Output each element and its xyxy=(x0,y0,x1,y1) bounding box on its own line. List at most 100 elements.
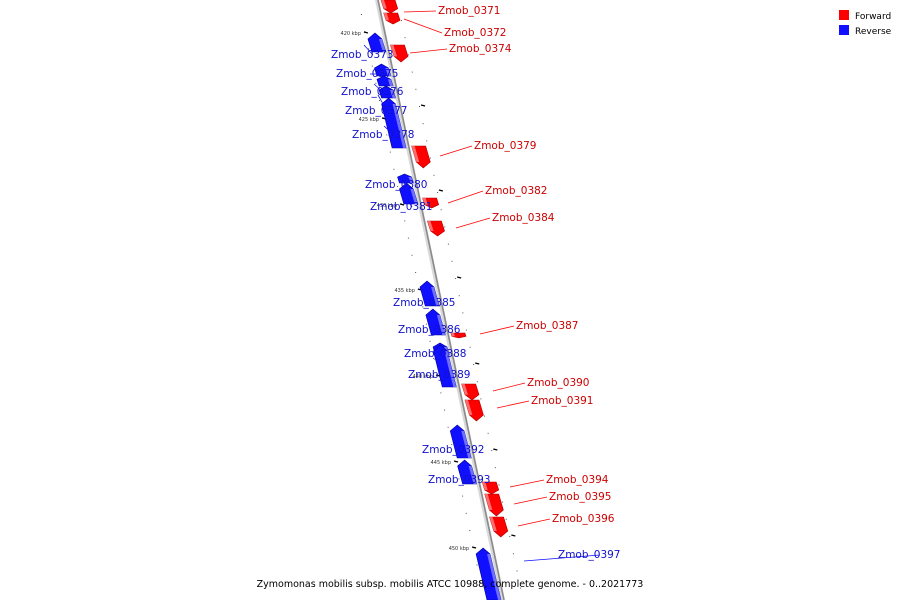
gene-label-zmob_0373[interactable]: Zmob_0373 xyxy=(331,49,393,61)
gene-zmob_0390[interactable] xyxy=(461,383,480,401)
genome-caption: Zymomonas mobilis subsp. mobilis ATCC 10… xyxy=(257,579,644,590)
gene-label-zmob_0387[interactable]: Zmob_0387 xyxy=(516,320,578,332)
guide-dot xyxy=(516,570,518,572)
minor-tick-mark xyxy=(420,104,426,107)
gene-label-zmob_0374[interactable]: Zmob_0374 xyxy=(449,43,512,55)
gene-block-highlight xyxy=(482,482,488,490)
gene-label-zmob_0380[interactable]: Zmob_0380 xyxy=(365,179,427,191)
gene-block[interactable] xyxy=(367,32,387,53)
guide-dot xyxy=(465,512,467,514)
gene-label-zmob_0385[interactable]: Zmob_0385 xyxy=(393,297,455,309)
gene-block[interactable] xyxy=(383,12,401,25)
gene-label-zmob_0371[interactable]: Zmob_0371 xyxy=(438,5,500,17)
gene-label-zmob_0379[interactable]: Zmob_0379 xyxy=(474,140,536,152)
gene-layer xyxy=(367,0,509,600)
gene-block-highlight xyxy=(378,39,386,52)
guide-dot xyxy=(404,220,406,222)
gene-block[interactable] xyxy=(390,44,409,63)
gene-label-zmob_0376[interactable]: Zmob_0376 xyxy=(341,86,404,98)
guide-dot xyxy=(415,88,417,90)
gene-zmob_0385[interactable] xyxy=(419,280,440,307)
gene-label-zmob_0389[interactable]: Zmob_0389 xyxy=(408,369,470,381)
gene-block-highlight xyxy=(431,287,440,306)
gene-zmob_0372[interactable] xyxy=(383,12,401,25)
gene-block[interactable] xyxy=(464,399,484,422)
gene-label-zmob_0382[interactable]: Zmob_0382 xyxy=(485,185,547,197)
gene-label-zmob_0384[interactable]: Zmob_0384 xyxy=(492,212,555,224)
tick-label-425: 425 kbp xyxy=(359,117,379,123)
gene-block-highlight xyxy=(427,221,434,231)
gene-connector xyxy=(439,347,447,355)
gene-connector xyxy=(427,295,436,304)
gene-label-zmob_0377[interactable]: Zmob_0377 xyxy=(345,105,407,117)
gene-block[interactable] xyxy=(422,197,440,209)
gene-block-highlight xyxy=(390,90,396,98)
gene-label-zmob_0375[interactable]: Zmob_0375 xyxy=(336,68,398,80)
gene-zmob_0395[interactable] xyxy=(484,493,504,517)
gene-zmob_0379[interactable] xyxy=(411,145,431,169)
gene-connector xyxy=(377,94,388,112)
guide-dot xyxy=(444,226,446,228)
gene-label-zmob_0388[interactable]: Zmob_0388 xyxy=(404,348,466,360)
tick-label-435: 435 kbp xyxy=(395,288,415,294)
gene-label-zmob_0395[interactable]: Zmob_0395 xyxy=(549,491,611,503)
gene-block[interactable] xyxy=(449,424,472,459)
gene-block-highlight xyxy=(487,554,501,600)
gene-block[interactable] xyxy=(457,459,478,485)
gene-label-zmob_0396[interactable]: Zmob_0396 xyxy=(552,513,615,525)
gene-block[interactable] xyxy=(419,280,440,307)
gene-zmob_0371[interactable] xyxy=(380,0,399,14)
gene-zmob_0381[interactable] xyxy=(399,182,419,205)
gene-connector xyxy=(383,125,395,136)
legend: Forward Reverse xyxy=(839,10,892,37)
minor-tick-mark xyxy=(493,448,498,451)
gene-label-zmob_0378[interactable]: Zmob_0378 xyxy=(352,129,414,141)
gene-zmob_0392[interactable] xyxy=(449,424,472,459)
gene-block-highlight xyxy=(383,13,390,21)
gene-block[interactable] xyxy=(425,308,446,336)
guide-dot xyxy=(480,398,482,400)
gene-zmob_0396[interactable] xyxy=(489,516,509,538)
gene-label-zmob_0391[interactable]: Zmob_0391 xyxy=(531,395,593,407)
gene-block[interactable] xyxy=(399,182,419,205)
gene-zmob_0376[interactable] xyxy=(376,75,394,87)
guide-dot xyxy=(473,364,475,365)
gene-zmob_0373[interactable] xyxy=(367,32,387,53)
gene-label-zmob_0394[interactable]: Zmob_0394 xyxy=(546,474,609,486)
gene-zmob_0384[interactable] xyxy=(427,220,445,237)
gene-label-zmob_0381[interactable]: Zmob_0381 xyxy=(370,201,432,213)
gene-connector xyxy=(439,145,473,157)
gene-connector xyxy=(404,195,413,208)
tick-mark-430 xyxy=(399,203,405,206)
gene-label-zmob_0393[interactable]: Zmob_0393 xyxy=(428,474,490,486)
gene-zmob_0397[interactable] xyxy=(475,547,502,600)
gene-zmob_0393[interactable] xyxy=(457,459,478,485)
gene-zmob_0386[interactable] xyxy=(425,308,446,336)
guide-dot xyxy=(425,323,427,325)
gene-label-zmob_0386[interactable]: Zmob_0386 xyxy=(398,324,461,336)
gene-block[interactable] xyxy=(450,332,467,339)
tick-mark-420 xyxy=(363,31,369,34)
gene-label-zmob_0397[interactable]: Zmob_0397 xyxy=(558,549,620,561)
guide-dot xyxy=(465,329,467,331)
guide-dot xyxy=(426,140,428,142)
guide-dot xyxy=(389,151,391,153)
gene-zmob_0391[interactable] xyxy=(464,399,484,422)
gene-zmob_0375[interactable] xyxy=(374,63,392,77)
gene-block[interactable] xyxy=(433,344,457,388)
gene-label-zmob_0390[interactable]: Zmob_0390 xyxy=(527,377,589,389)
gene-zmob_0394[interactable] xyxy=(481,481,500,495)
gene-zmob_0374[interactable] xyxy=(390,44,409,63)
gene-label-zmob_0372[interactable]: Zmob_0372 xyxy=(444,27,506,39)
guide-dot xyxy=(462,312,464,314)
gene-zmob_0387[interactable] xyxy=(450,332,467,339)
gene-zmob_0389[interactable] xyxy=(433,344,457,388)
guide-dot xyxy=(487,432,489,434)
gene-connector xyxy=(517,518,551,527)
gene-zmob_0382[interactable] xyxy=(422,197,440,209)
gene-label-zmob_0392[interactable]: Zmob_0392 xyxy=(422,444,484,456)
gene-block[interactable] xyxy=(475,547,502,600)
guide-dot xyxy=(498,484,500,486)
gene-block[interactable] xyxy=(461,383,480,401)
